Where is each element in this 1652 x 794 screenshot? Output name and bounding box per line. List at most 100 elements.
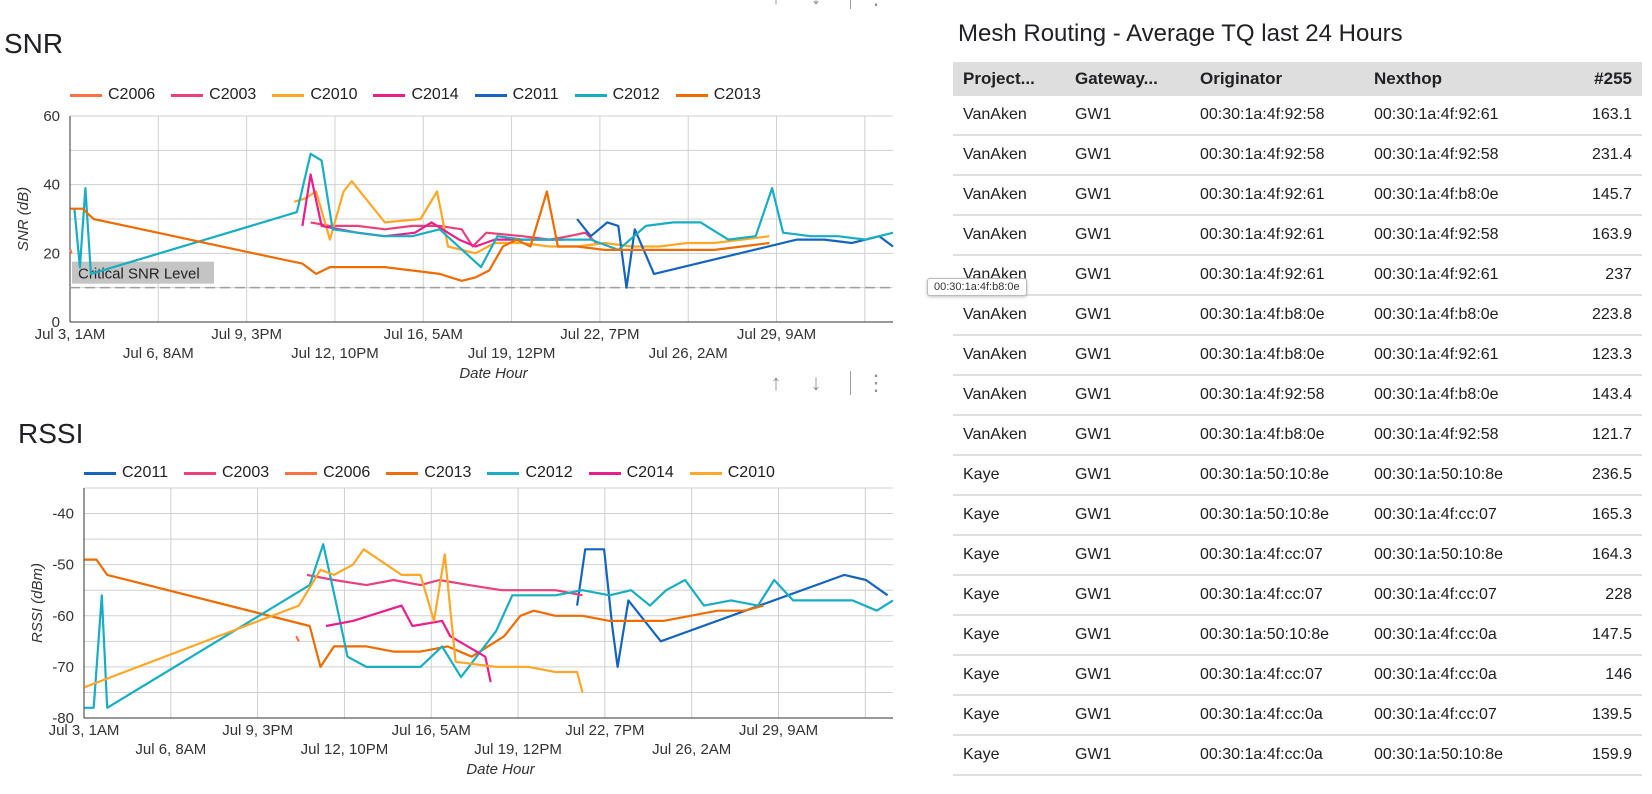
legend-item-c2010[interactable]: C2010 xyxy=(689,464,775,482)
legend-label: C2006 xyxy=(323,464,371,481)
more-vert-icon[interactable]: ⋮ xyxy=(865,370,887,395)
table-row[interactable]: Kaye GW1 00:30:1a:50:10:8e 00:30:1a:4f:cc:0… xyxy=(953,495,1642,536)
table-row[interactable]: VanAken GW1 00:30:1a:4f:92:61 00:30:1a:4f:b… xyxy=(953,175,1642,216)
cell-originator: 00:30:1a:50:10:8e xyxy=(1190,615,1364,656)
legend-item-c2014[interactable]: C2014 xyxy=(373,86,459,104)
legend-label: C2011 xyxy=(122,464,168,481)
table-row[interactable]: Kaye GW1 00:30:1a:4f:cc:0a 00:30:1a:4f:cc:0… xyxy=(953,695,1642,736)
cell-nexthop: 00:30:1a:4f:cc:0a xyxy=(1364,655,1564,696)
legend-item-c2006[interactable]: C2006 xyxy=(285,464,370,482)
legend-swatch xyxy=(487,471,520,475)
cell-tq: 123.3 xyxy=(1564,335,1642,376)
series-line-c2013[interactable] xyxy=(70,190,770,282)
x-axis-title: Date Hour xyxy=(466,761,535,778)
series-line-c2013[interactable] xyxy=(84,558,764,668)
table-row[interactable]: VanAken GW1 00:30:1a:4f:b8:0e 00:30:1a:4f:b… xyxy=(953,295,1642,336)
cell-tq: 237 xyxy=(1564,255,1642,296)
cell-gateway: GW1 xyxy=(1065,575,1190,616)
cell-gateway: GW1 xyxy=(1065,695,1190,736)
x-tick-label: Jul 16, 5AM xyxy=(392,722,471,739)
series-line-c2006[interactable] xyxy=(295,635,300,642)
series-line-c2006[interactable] xyxy=(69,249,73,254)
legend-item-c2010[interactable]: C2010 xyxy=(272,86,357,104)
legend-item-c2003[interactable]: C2003 xyxy=(171,86,256,104)
cell-gateway: GW1 xyxy=(1065,215,1190,256)
x-tick-label: Jul 22, 7PM xyxy=(565,722,644,739)
cell-originator: 00:30:1a:4f:92:61 xyxy=(1190,215,1364,256)
table-row[interactable]: Kaye GW1 00:30:1a:4f:cc:07 00:30:1a:4f:cc:0… xyxy=(953,655,1642,696)
x-tick-label: Jul 9, 3PM xyxy=(211,326,282,343)
series-line-c2011[interactable] xyxy=(576,218,894,289)
y-tick-label: 0 xyxy=(52,314,60,331)
x-tick-label: Jul 6, 8AM xyxy=(135,741,206,758)
arrow-up-icon[interactable]: ↑ xyxy=(756,0,796,10)
cell-originator: 00:30:1a:4f:92:61 xyxy=(1190,255,1364,296)
table-row[interactable]: VanAken GW1 00:30:1a:4f:92:58 00:30:1a:4f:b… xyxy=(953,375,1642,416)
series-line-c2010[interactable] xyxy=(293,180,770,255)
table-row[interactable]: Kaye GW1 00:30:1a:4f:cc:0a 00:30:1a:50:10:8… xyxy=(953,735,1642,776)
series-line-c2012[interactable] xyxy=(73,152,894,275)
column-header-255[interactable]: #255 xyxy=(1564,62,1642,96)
cell-tq: 139.5 xyxy=(1564,695,1642,736)
arrow-up-icon[interactable]: ↑ xyxy=(770,370,782,395)
table-row[interactable]: VanAken GW1 00:30:1a:4f:92:61 00:30:1a:4f:9… xyxy=(953,215,1642,256)
table-row[interactable]: VanAken GW1 00:30:1a:4f:92:58 00:30:1a:4f:9… xyxy=(953,135,1642,176)
column-header-nexthop[interactable]: Nexthop xyxy=(1364,62,1564,96)
cell-tq: 145.7 xyxy=(1564,175,1642,216)
arrow-down-icon[interactable]: ↓ xyxy=(810,370,822,395)
legend-item-c2014[interactable]: C2014 xyxy=(588,464,674,482)
rssi-plot[interactable]: -80 -70 -60 -50 -40 Jul 3, 1AM Jul 9, 3PM Jul 1… xyxy=(0,370,900,794)
cell-project: VanAken xyxy=(953,175,1065,216)
x-tick-label: Jul 3, 1AM xyxy=(49,722,120,739)
table-row[interactable]: Kaye GW1 00:30:1a:50:10:8e 00:30:1a:4f:cc:0… xyxy=(953,615,1642,656)
toolbar-divider xyxy=(850,371,851,395)
table-row[interactable]: VanAken GW1 00:30:1a:4f:b8:0e 00:30:1a:4f:9… xyxy=(953,335,1642,376)
series-line-c2010[interactable] xyxy=(83,548,584,693)
legend-item-c2013[interactable]: C2013 xyxy=(675,86,761,104)
cell-originator: 00:30:1a:4f:cc:07 xyxy=(1190,535,1364,576)
legend-item-c2013[interactable]: C2013 xyxy=(386,464,471,482)
column-header-originator[interactable]: Originator xyxy=(1190,62,1364,96)
series-line-c2011[interactable] xyxy=(576,548,889,668)
legend-item-c2012[interactable]: C2012 xyxy=(487,464,573,482)
cell-nexthop: 00:30:1a:4f:cc:07 xyxy=(1364,695,1564,736)
reference-label-background xyxy=(72,261,214,284)
y-axis-title: RSSI (dBm) xyxy=(29,563,46,643)
column-header-gateway[interactable]: Gateway... xyxy=(1065,62,1190,96)
cell-nexthop: 00:30:1a:4f:cc:07 xyxy=(1364,495,1564,536)
series-line-c2014[interactable] xyxy=(325,604,492,683)
arrow-down-icon[interactable]: ↓ xyxy=(796,0,836,10)
snr-plot[interactable]: 0 20 40 60 Jul 3, 1AM Jul 9, 3PM Jul 16, 5AM Ju… xyxy=(0,0,900,390)
legend-item-c2006[interactable]: C2006 xyxy=(70,86,155,104)
series-line-c2014[interactable] xyxy=(301,173,564,248)
column-header-project[interactable]: Project... xyxy=(953,62,1065,96)
cell-nexthop: 00:30:1a:4f:b8:0e xyxy=(1364,175,1564,216)
table-row[interactable]: VanAken GW1 00:30:1a:4f:92:58 00:30:1a:4f:9… xyxy=(953,96,1642,136)
cell-nexthop: 00:30:1a:4f:92:58 xyxy=(1364,215,1564,256)
legend-item-c2011[interactable]: C2011 xyxy=(84,464,168,482)
series-line-c2012[interactable] xyxy=(84,543,894,709)
table-row[interactable]: Kaye GW1 00:30:1a:4f:cc:07 00:30:1a:50:10:8… xyxy=(953,535,1642,576)
rssi-title: RSSI xyxy=(18,418,84,449)
hover-tooltip: 00:30:1a:4f:b8:0e xyxy=(927,278,1027,296)
legend-item-c2003[interactable]: C2003 xyxy=(183,464,269,482)
table-row[interactable]: VanAken GW1 00:30:1a:4f:92:61 00:30:1a:4f:9… xyxy=(953,255,1642,296)
cell-nexthop: 00:30:1a:4f:92:58 xyxy=(1364,415,1564,456)
table-row[interactable]: VanAken GW1 00:30:1a:4f:b8:0e 00:30:1a:4f:9… xyxy=(953,415,1642,456)
legend-label: C2012 xyxy=(525,464,573,481)
table-row[interactable]: Kaye GW1 00:30:1a:50:10:8e 00:30:1a:50:10:8… xyxy=(953,455,1642,496)
cell-originator: 00:30:1a:4f:b8:0e xyxy=(1190,295,1364,336)
y-tick-label: 60 xyxy=(43,108,60,125)
cell-project: Kaye xyxy=(953,735,1065,776)
series-line-c2003[interactable] xyxy=(306,573,583,597)
cell-originator: 00:30:1a:4f:cc:0a xyxy=(1190,735,1364,776)
more-vert-icon[interactable]: ⋮ xyxy=(865,0,887,8)
legend-swatch xyxy=(272,93,305,97)
cell-tq: 147.5 xyxy=(1564,615,1642,656)
table-row[interactable]: Kaye GW1 00:30:1a:4f:cc:07 00:30:1a:4f:cc:0… xyxy=(953,575,1642,616)
cell-nexthop: 00:30:1a:4f:92:61 xyxy=(1364,255,1564,296)
legend-item-c2012[interactable]: C2012 xyxy=(574,86,660,104)
legend-item-c2011[interactable]: C2011 xyxy=(474,86,559,104)
series-line-c2003[interactable] xyxy=(310,221,598,248)
cell-project: Kaye xyxy=(953,535,1065,576)
